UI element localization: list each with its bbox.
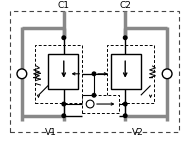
Bar xyxy=(10,11,179,132)
Circle shape xyxy=(92,93,96,97)
Circle shape xyxy=(162,69,172,79)
Bar xyxy=(35,44,82,103)
Bar xyxy=(48,54,78,89)
Text: V2: V2 xyxy=(132,128,144,137)
Bar xyxy=(82,95,119,113)
Bar xyxy=(107,44,154,103)
Circle shape xyxy=(62,114,66,118)
Bar xyxy=(111,54,141,89)
Text: C1: C1 xyxy=(58,1,70,10)
Text: C2: C2 xyxy=(119,1,131,10)
Circle shape xyxy=(123,36,127,39)
Circle shape xyxy=(123,102,127,106)
Circle shape xyxy=(123,114,127,118)
Circle shape xyxy=(62,36,66,39)
Text: V1: V1 xyxy=(45,128,57,137)
Circle shape xyxy=(62,102,66,106)
Circle shape xyxy=(92,72,96,76)
Circle shape xyxy=(86,100,94,108)
Circle shape xyxy=(17,69,27,79)
